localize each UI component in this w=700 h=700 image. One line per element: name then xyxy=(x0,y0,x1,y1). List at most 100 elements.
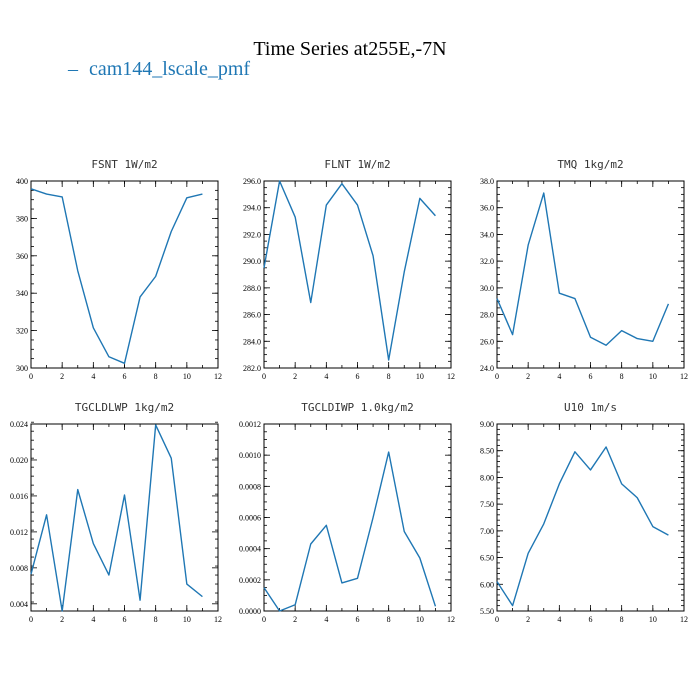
x-tick-label: 6 xyxy=(589,372,593,381)
y-tick-label: 284.0 xyxy=(243,337,261,346)
y-tick-label: 340 xyxy=(16,289,28,298)
y-tick-label: 0.0012 xyxy=(239,420,261,429)
y-tick-label: 0.016 xyxy=(10,492,28,501)
y-tick-label: 400 xyxy=(16,177,28,186)
x-tick-label: 8 xyxy=(154,372,158,381)
y-tick-label: 6.50 xyxy=(480,554,494,563)
y-tick-label: 0.0000 xyxy=(239,607,261,616)
x-tick-label: 8 xyxy=(154,615,158,624)
y-tick-label: 5.50 xyxy=(480,607,494,616)
series-line xyxy=(263,180,436,361)
y-tick-label: 38.0 xyxy=(480,177,494,186)
panel-6: U10 1m/s 0 2 4 6 8 10 12 5.50 6.00 6.50 7.00 7.50 8.0… xyxy=(480,401,688,624)
x-tick-label: 4 xyxy=(557,615,561,624)
panel-title: TGCLDIWP 1.0kg/m2 xyxy=(301,401,414,414)
x-tick-label: 12 xyxy=(214,615,222,624)
x-tick-label: 12 xyxy=(680,615,688,624)
x-tick-label: 8 xyxy=(387,615,391,624)
y-tick-label: 0.020 xyxy=(10,456,28,465)
series-line xyxy=(30,424,203,612)
x-tick-label: 0 xyxy=(29,372,33,381)
x-tick-label: 6 xyxy=(123,372,127,381)
legend-label: cam144_lscale_pmf xyxy=(89,58,250,80)
x-tick-label: 8 xyxy=(620,615,624,624)
y-tick-label: 9.00 xyxy=(480,420,494,429)
x-tick-label: 10 xyxy=(183,372,191,381)
panel-3: TMQ 1kg/m2 0 2 4 6 8 10 12 24.0 26.0 28.0 30.0 32.0 3… xyxy=(480,158,688,381)
panel-title: FSNT 1W/m2 xyxy=(91,158,157,171)
x-tick-label: 10 xyxy=(649,615,657,624)
x-tick-label: 10 xyxy=(649,372,657,381)
y-tick-label: 32.0 xyxy=(480,257,494,266)
y-tick-label: 282.0 xyxy=(243,364,261,373)
x-tick-label: 0 xyxy=(262,615,266,624)
x-tick-label: 6 xyxy=(356,615,360,624)
y-tick-label: 30.0 xyxy=(480,284,494,293)
y-tick-label: 34.0 xyxy=(480,230,494,239)
x-tick-label: 12 xyxy=(214,372,222,381)
y-tick-label: 0.024 xyxy=(10,420,28,429)
series-line xyxy=(30,188,203,365)
legend-entry: – cam144_lscale_pmf xyxy=(67,58,250,80)
y-tick-label: 300 xyxy=(16,364,28,373)
y-tick-label: 24.0 xyxy=(480,364,494,373)
x-tick-label: 0 xyxy=(495,372,499,381)
x-tick-label: 4 xyxy=(324,372,328,381)
x-tick-label: 4 xyxy=(324,615,328,624)
y-tick-label: 0.012 xyxy=(10,528,28,537)
y-tick-label: 0.0008 xyxy=(239,482,261,491)
y-tick-label: 292.0 xyxy=(243,230,261,239)
legend: – cam144_lscale_pmf xyxy=(67,58,250,80)
legend-marker: – xyxy=(67,58,79,80)
y-tick-label: 286.0 xyxy=(243,311,261,320)
y-tick-label: 7.50 xyxy=(480,500,494,509)
panel-5: TGCLDIWP 1.0kg/m2 0 2 4 6 8 10 12 0.0000 0.0002 0.… xyxy=(239,401,455,624)
y-tick-label: 28.0 xyxy=(480,311,494,320)
x-tick-label: 0 xyxy=(29,615,33,624)
x-tick-label: 10 xyxy=(416,372,424,381)
panel-title: TGCLDLWP 1kg/m2 xyxy=(75,401,174,414)
y-tick-label: 0.0006 xyxy=(239,514,261,523)
x-tick-label: 12 xyxy=(447,615,455,624)
x-tick-label: 12 xyxy=(447,372,455,381)
x-tick-label: 2 xyxy=(526,372,530,381)
y-tick-label: 380 xyxy=(16,214,28,223)
y-tick-label: 320 xyxy=(16,327,28,336)
panel-title: FLNT 1W/m2 xyxy=(324,158,390,171)
x-tick-label: 2 xyxy=(60,372,64,381)
x-tick-label: 8 xyxy=(387,372,391,381)
x-tick-label: 6 xyxy=(356,372,360,381)
x-tick-label: 2 xyxy=(293,372,297,381)
y-tick-label: 0.0010 xyxy=(239,451,261,460)
x-tick-label: 12 xyxy=(680,372,688,381)
x-tick-label: 8 xyxy=(620,372,624,381)
x-tick-label: 6 xyxy=(123,615,127,624)
y-tick-label: 290.0 xyxy=(243,257,261,266)
x-tick-label: 4 xyxy=(91,615,95,624)
x-tick-label: 0 xyxy=(495,615,499,624)
y-tick-label: 294.0 xyxy=(243,204,261,213)
y-tick-label: 7.00 xyxy=(480,527,494,536)
y-tick-label: 360 xyxy=(16,252,28,261)
x-tick-label: 4 xyxy=(91,372,95,381)
y-tick-label: 288.0 xyxy=(243,284,261,293)
panels: FSNT 1W/m20 2 4 6 8 10 12300320340360380400FLN… xyxy=(10,158,688,624)
y-tick-label: 0.008 xyxy=(10,564,28,573)
x-tick-label: 4 xyxy=(557,372,561,381)
panel-title: TMQ 1kg/m2 xyxy=(557,158,623,171)
x-tick-label: 10 xyxy=(183,615,191,624)
figure-title: Time Series at255E,-7N xyxy=(253,38,446,60)
y-tick-label: 0.004 xyxy=(10,600,28,609)
x-tick-label: 6 xyxy=(589,615,593,624)
x-tick-label: 2 xyxy=(526,615,530,624)
x-tick-label: 2 xyxy=(293,615,297,624)
panel-1: FSNT 1W/m2 0 2 4 6 8 10 12 300 320 340 360 380 400 xyxy=(16,158,222,381)
y-tick-label: 8.00 xyxy=(480,473,494,482)
x-tick-label: 2 xyxy=(60,615,64,624)
y-tick-label: 0.0004 xyxy=(239,545,261,554)
panel-4: TGCLDLWP 1kg/m2 0 2 4 6 8 10 12 0.004 0.008 0.012 0… xyxy=(10,401,222,624)
y-tick-label: 36.0 xyxy=(480,204,494,213)
y-tick-label: 6.00 xyxy=(480,580,494,589)
x-tick-label: 0 xyxy=(262,372,266,381)
